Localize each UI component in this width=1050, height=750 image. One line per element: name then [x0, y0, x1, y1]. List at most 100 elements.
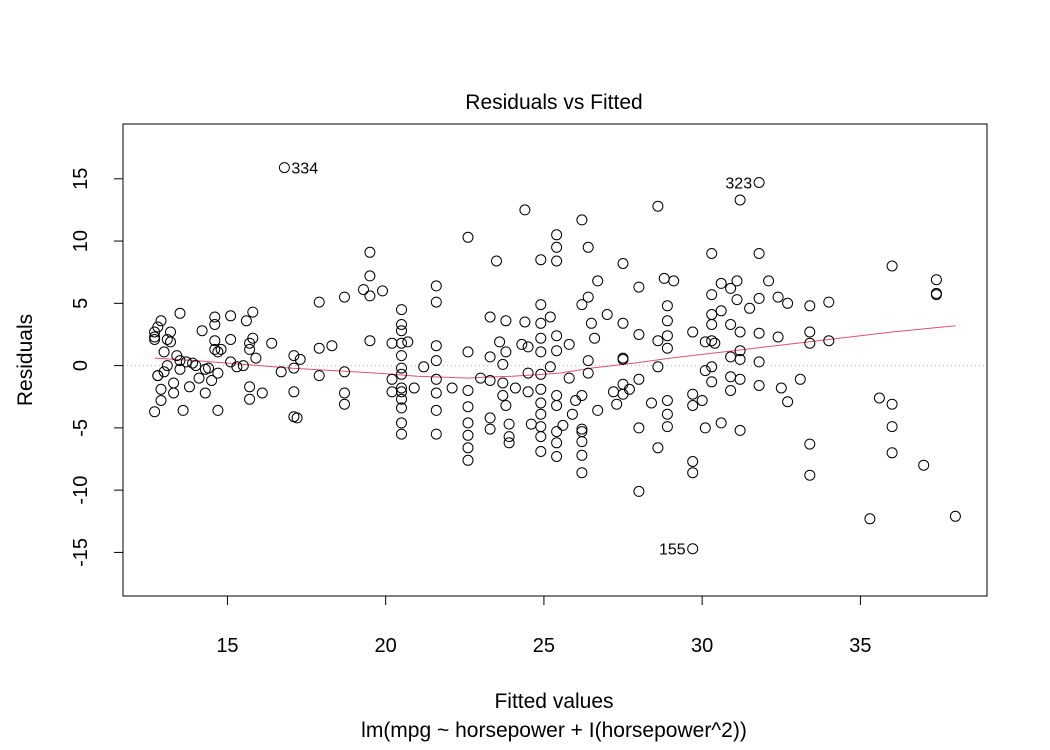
residual-point	[288, 350, 300, 362]
residual-point	[687, 388, 699, 400]
residual-point	[484, 412, 496, 424]
residual-point	[339, 398, 350, 410]
residual-point	[782, 297, 794, 309]
y-tick-label: -10	[70, 476, 92, 505]
residual-point	[509, 382, 521, 394]
residual-point	[491, 255, 502, 267]
smooth-line-group	[154, 325, 956, 379]
residual-point	[339, 366, 350, 378]
residual-point	[772, 291, 784, 303]
residual-point	[535, 299, 547, 311]
residual-point	[462, 429, 474, 441]
residual-point	[633, 373, 645, 385]
residual-point	[402, 336, 414, 348]
x-tick-label: 25	[533, 635, 555, 657]
chart-title: Residuals vs Fitted	[465, 91, 642, 114]
residual-point	[364, 246, 376, 258]
residual-point	[187, 357, 199, 369]
residual-point	[535, 397, 547, 409]
residual-point	[570, 395, 582, 406]
residual-point	[753, 327, 765, 339]
residual-point	[535, 383, 547, 395]
x-tick-label: 20	[375, 635, 397, 657]
residual-point	[396, 382, 407, 394]
residual-point	[563, 338, 575, 350]
residual-point	[364, 270, 376, 282]
residual-point	[256, 387, 268, 399]
residual-point	[462, 454, 474, 466]
residual-point	[522, 386, 534, 398]
residual-point	[687, 326, 699, 338]
residual-point	[823, 296, 835, 308]
residual-point	[725, 371, 737, 383]
residual-point	[608, 386, 619, 398]
residual-point	[582, 355, 594, 367]
residual-point	[551, 400, 563, 411]
residual-point	[152, 370, 164, 382]
residual-point	[582, 241, 594, 253]
residual-point	[535, 446, 547, 457]
residual-point	[576, 449, 588, 461]
residual-point	[158, 366, 170, 378]
residual-point	[763, 275, 775, 287]
x-axis: 15 20 25 30 35	[216, 595, 872, 657]
residual-point	[244, 393, 256, 405]
residual-point	[161, 360, 173, 372]
residual-point	[396, 402, 407, 414]
residual-point	[497, 358, 509, 370]
y-tick-label: 0	[70, 360, 92, 371]
residual-point	[462, 442, 474, 454]
residual-point	[633, 329, 645, 340]
residual-point	[661, 330, 673, 342]
residual-point	[582, 367, 594, 379]
residual-point	[715, 305, 727, 317]
residual-point	[949, 510, 961, 522]
residual-point	[706, 319, 718, 330]
residual-point	[396, 386, 407, 398]
residual-point	[244, 381, 256, 393]
y-axis: -15 -10 -5 0 5 10 15	[70, 168, 124, 567]
residual-point	[633, 422, 645, 434]
residual-point	[576, 436, 588, 448]
residual-point	[706, 376, 718, 388]
residual-point	[661, 300, 673, 312]
residual-point	[661, 315, 673, 327]
residual-point	[209, 335, 221, 347]
y-tick-label: 10	[70, 230, 92, 252]
residual-point	[155, 383, 167, 395]
residual-point	[209, 311, 221, 323]
residual-point	[794, 373, 806, 385]
residual-point	[753, 356, 765, 368]
residual-point	[734, 326, 746, 338]
residual-point	[734, 373, 746, 385]
point-annotations: 334 323 155	[291, 161, 752, 559]
residual-point	[430, 387, 442, 399]
residual-point	[396, 319, 407, 330]
residual-point	[535, 421, 547, 433]
residual-point	[551, 451, 563, 462]
residual-point	[687, 456, 699, 467]
residual-point	[500, 346, 512, 358]
residual-point	[734, 194, 746, 206]
residual-point	[782, 396, 794, 408]
residual-point	[551, 390, 563, 401]
residual-point	[563, 372, 575, 384]
residual-point	[551, 345, 563, 357]
residual-point	[475, 372, 487, 384]
residual-point	[225, 356, 237, 368]
residual-point	[551, 229, 563, 241]
residual-point	[377, 285, 388, 297]
residual-point	[661, 342, 673, 354]
residual-point	[396, 362, 407, 374]
residual-point	[313, 342, 325, 354]
residual-point	[551, 330, 563, 342]
residual-point	[364, 290, 376, 302]
residual-point	[753, 380, 765, 391]
residual-point	[484, 311, 496, 323]
residual-point	[168, 387, 180, 399]
residual-point	[430, 340, 442, 352]
residual-point	[237, 360, 249, 372]
residual-point	[633, 281, 645, 293]
residual-point	[804, 469, 816, 481]
residual-point	[497, 377, 509, 389]
